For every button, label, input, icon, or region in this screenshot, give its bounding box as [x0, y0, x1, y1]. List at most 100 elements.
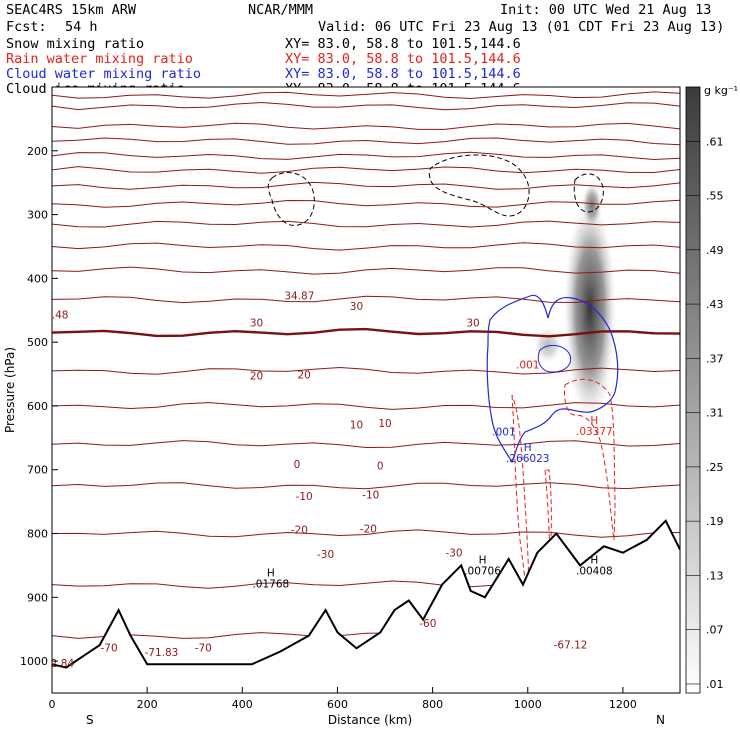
y-axis: 200 300 400 500 600 700 800 900 1000	[20, 145, 58, 668]
max-marker-h: H	[479, 555, 487, 567]
contour-label: 20	[250, 370, 263, 382]
colorbar-tick-label: .25	[706, 461, 724, 474]
temperature-contour-line	[52, 402, 680, 410]
cloudwater-inner-contour	[537, 344, 572, 373]
org-label: NCAR/MMM	[248, 2, 313, 18]
contour-label: -20	[360, 523, 377, 535]
colorbar-unit: g kg⁻¹	[704, 84, 738, 97]
max-marker-h: H	[267, 567, 275, 579]
contour-label: 0	[294, 459, 301, 471]
field-snow-xy: XY= 83.0, 58.8 to 101.5,144.6	[285, 36, 521, 52]
x-tick-label: 800	[422, 698, 443, 711]
cloudwater-contour	[486, 294, 619, 464]
contour-label: 10	[378, 418, 391, 430]
y-tick-label: 900	[27, 591, 48, 604]
y-tick-label: 500	[27, 336, 48, 349]
ice-contour-2	[428, 154, 530, 217]
y-tick-label: 600	[27, 400, 48, 413]
contour-label: 30	[466, 317, 479, 329]
shading-top	[582, 183, 602, 227]
x-axis: 0 200 400 600 800 1000 1200	[49, 687, 637, 711]
max-marker-value: .00408	[576, 566, 613, 578]
field-cloudwater-name: Cloud water mixing ratio	[6, 66, 201, 82]
max-marker-value: .00706	[464, 566, 501, 578]
colorbar-tick-label: .31	[706, 407, 724, 420]
temperature-contour-line	[52, 366, 680, 375]
fcst-value: 54 h	[65, 19, 98, 35]
temperature-contour-line	[52, 101, 680, 111]
ice-contour-3	[573, 173, 604, 213]
rain-contour-2	[544, 469, 552, 556]
rain-contour-3	[564, 378, 616, 541]
colorbar-tick-label: .01	[706, 678, 724, 691]
terrain	[52, 519, 680, 693]
x-tick-label: 400	[232, 698, 253, 711]
plot-frame	[51, 86, 681, 694]
south-label: S	[86, 713, 94, 727]
colorbar-tick-label: .55	[706, 190, 724, 203]
model-title: SEAC4RS 15km ARW	[6, 2, 137, 18]
min-value-label: .001	[516, 359, 539, 371]
colorbar-tick-label: .13	[706, 569, 724, 582]
y-tick-label: 200	[27, 145, 48, 158]
temperature-contour-line	[52, 166, 680, 174]
contour-label: -60	[419, 618, 436, 630]
max-marker-h: H	[590, 555, 598, 567]
y-tick-label: 400	[27, 272, 48, 285]
field-snow-name: Snow mixing ratio	[6, 36, 144, 52]
temperature-contour-line	[52, 220, 680, 228]
contour-label: -70	[101, 643, 118, 655]
max-marker-value: .03377	[576, 426, 613, 438]
colorbar-tick-label: .43	[706, 298, 724, 311]
y-tick-label: 300	[27, 209, 48, 222]
contour-label: -70	[195, 643, 212, 655]
field-rain-name: Rain water mixing ratio	[6, 51, 193, 67]
y-tick-label: 700	[27, 464, 48, 477]
temperature-contour-line	[52, 91, 680, 100]
colorbar-tick-label: .61	[706, 135, 724, 148]
max-marker-value: .01768	[252, 578, 289, 590]
temperature-contour-line	[52, 122, 680, 130]
x-tick-label: 1000	[514, 698, 542, 711]
contour-label: 30	[250, 317, 263, 329]
field-cloudwater-xy: XY= 83.0, 58.8 to 101.5,144.6	[285, 66, 521, 82]
terrain-fill	[52, 520, 680, 693]
contour-label: 20	[297, 370, 310, 382]
x-tick-label: 0	[49, 698, 56, 711]
y-axis-label: Pressure (hPa)	[3, 347, 17, 433]
contour-label: 30	[350, 301, 363, 313]
temperature-contour-line	[52, 137, 680, 146]
colorbar-tick-label: .07	[706, 624, 724, 637]
north-label: N	[656, 713, 665, 727]
max-marker-h: H	[590, 415, 598, 427]
colorbar: g kg⁻¹ .01 .07 .13 .19 .25 .31 .37 .43 .49 .55 .61	[685, 84, 738, 694]
valid-time: Valid: 06 UTC Fri 23 Aug 13 (01 CDT Fri …	[318, 19, 724, 35]
contour-label: -71.83	[144, 647, 178, 659]
contour-label: 34.87	[284, 291, 314, 303]
y-tick-label: 1000	[20, 655, 48, 668]
contour-label: -20	[291, 525, 308, 537]
temperature-contour-line	[52, 529, 680, 538]
temperature-contour-line	[52, 482, 680, 490]
terrain-line	[52, 519, 680, 669]
temperature-contour-line	[52, 199, 680, 208]
fcst-label: Fcst:	[6, 19, 47, 35]
x-tick-label: 600	[327, 698, 348, 711]
contour-label: -30	[317, 549, 334, 561]
x-tick-label: 1200	[609, 698, 637, 711]
plot-area: 72.84 -70 -71.83 -70 -67.12 -60 -30 -30 -20 -20 -1…	[44, 87, 680, 693]
contour-label: 9.48	[45, 310, 68, 322]
ice-contour-1	[267, 172, 315, 226]
contour-label: 72.84	[44, 658, 74, 670]
contour-label: -67.12	[554, 640, 588, 652]
colorbar-ramp	[685, 86, 701, 694]
colorbar-tick-label: .49	[706, 244, 724, 257]
temperature-contour-line	[52, 151, 680, 161]
temperature-contour-line	[52, 266, 680, 275]
shading-core	[564, 200, 616, 420]
contour-label: -10	[296, 491, 313, 503]
min-value-label: .001	[492, 426, 515, 438]
temperature-contour-line	[52, 181, 680, 190]
temperature-contour-line	[52, 295, 680, 304]
